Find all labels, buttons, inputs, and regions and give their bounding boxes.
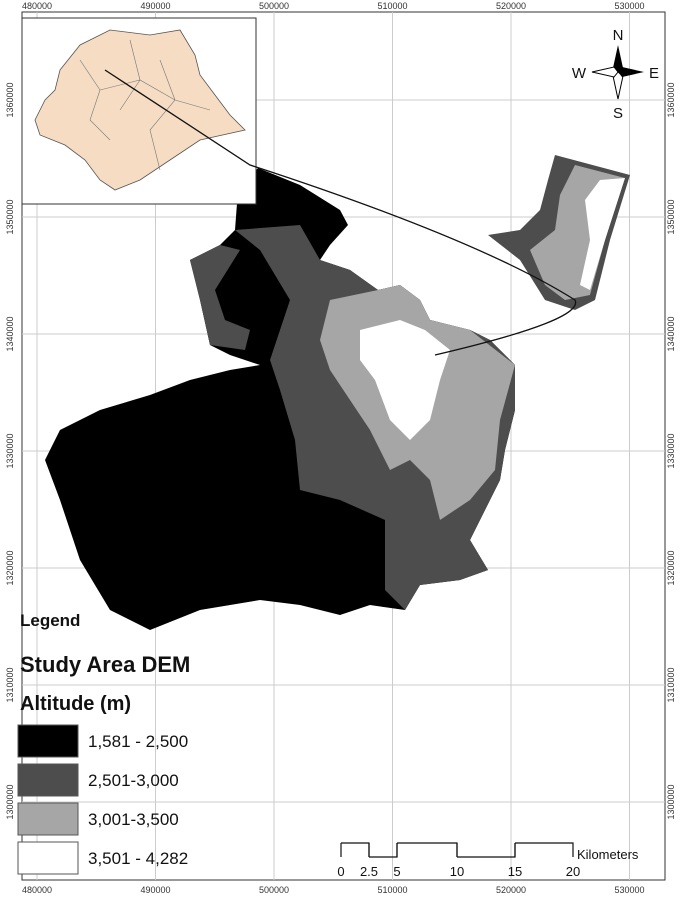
legend: Legend Study Area DEM Altitude (m) 1,581… [17,611,190,875]
scale-label: 0 [337,864,344,879]
y-coord-label: 1320000 [5,550,15,585]
compass-point [613,45,623,72]
scale-label: 2.5 [360,864,378,879]
compass-n: N [613,27,624,44]
legend-swatch [17,802,79,836]
regions [79,39,211,171]
inset-map [21,17,257,205]
dem [45,155,630,630]
compass-point [618,67,644,77]
scale-label: 10 [450,864,464,879]
locator-line [104,69,577,356]
y-coord-label: 1310000 [666,667,676,702]
legend-swatch [17,763,79,797]
x-coord-label: 520000 [496,1,526,11]
legend-label: 3,001-3,500 [88,810,179,829]
scale-unit: Kilometers [577,847,639,862]
legend-label: 1,581 - 2,500 [88,732,188,751]
legend-swatch [17,724,79,758]
x-coord-label: 510000 [377,885,407,895]
compass-w: W [572,65,587,82]
legend-heading: Altitude (m) [20,693,131,715]
x-coord-label: 530000 [614,885,644,895]
y-coord-label: 1360000 [666,82,676,117]
y-coord-label: 1360000 [5,82,15,117]
x-coord-label: 480000 [22,1,52,11]
scale-label: 5 [393,864,400,879]
scale-label: 15 [508,864,522,879]
dem-mid [190,245,250,350]
legend-swatch [17,841,79,875]
y-coord-label: 1350000 [5,199,15,234]
legend-subtitle: Study Area DEM [20,652,190,677]
country-outline [34,29,246,191]
y-coord-label: 1310000 [5,667,15,702]
north-arrow: N S W E [572,27,659,122]
legend-title: Legend [20,611,80,630]
y-coord-label: 1300000 [5,784,15,819]
dem-peak [360,320,450,440]
legend-label: 3,501 - 4,282 [88,849,188,868]
y-coord-label: 1340000 [666,316,676,351]
scale-bar: Kilometers 0 2.5 5 10 15 20 [337,842,639,879]
x-coord-label: 500000 [259,1,289,11]
scale-segment [514,842,574,857]
y-coord-label: 1340000 [5,316,15,351]
legend-label: 2,501-3,000 [88,771,179,790]
compass-e: E [649,65,659,82]
y-coord-label: 1330000 [666,433,676,468]
x-coord-label: 520000 [496,885,526,895]
x-coord-label: 530000 [614,1,644,11]
y-coord-label: 1330000 [5,433,15,468]
x-coord-label: 480000 [22,885,52,895]
scale-label: 20 [566,864,580,879]
y-coord-label: 1350000 [666,199,676,234]
y-coord-label: 1320000 [666,550,676,585]
dem-peak [580,178,625,290]
x-coord-label: 510000 [377,1,407,11]
compass-s: S [613,105,623,122]
x-coord-label: 500000 [259,885,289,895]
y-coord-label: 1300000 [666,784,676,819]
x-coord-label: 490000 [140,1,170,11]
x-coord-label: 490000 [140,885,170,895]
